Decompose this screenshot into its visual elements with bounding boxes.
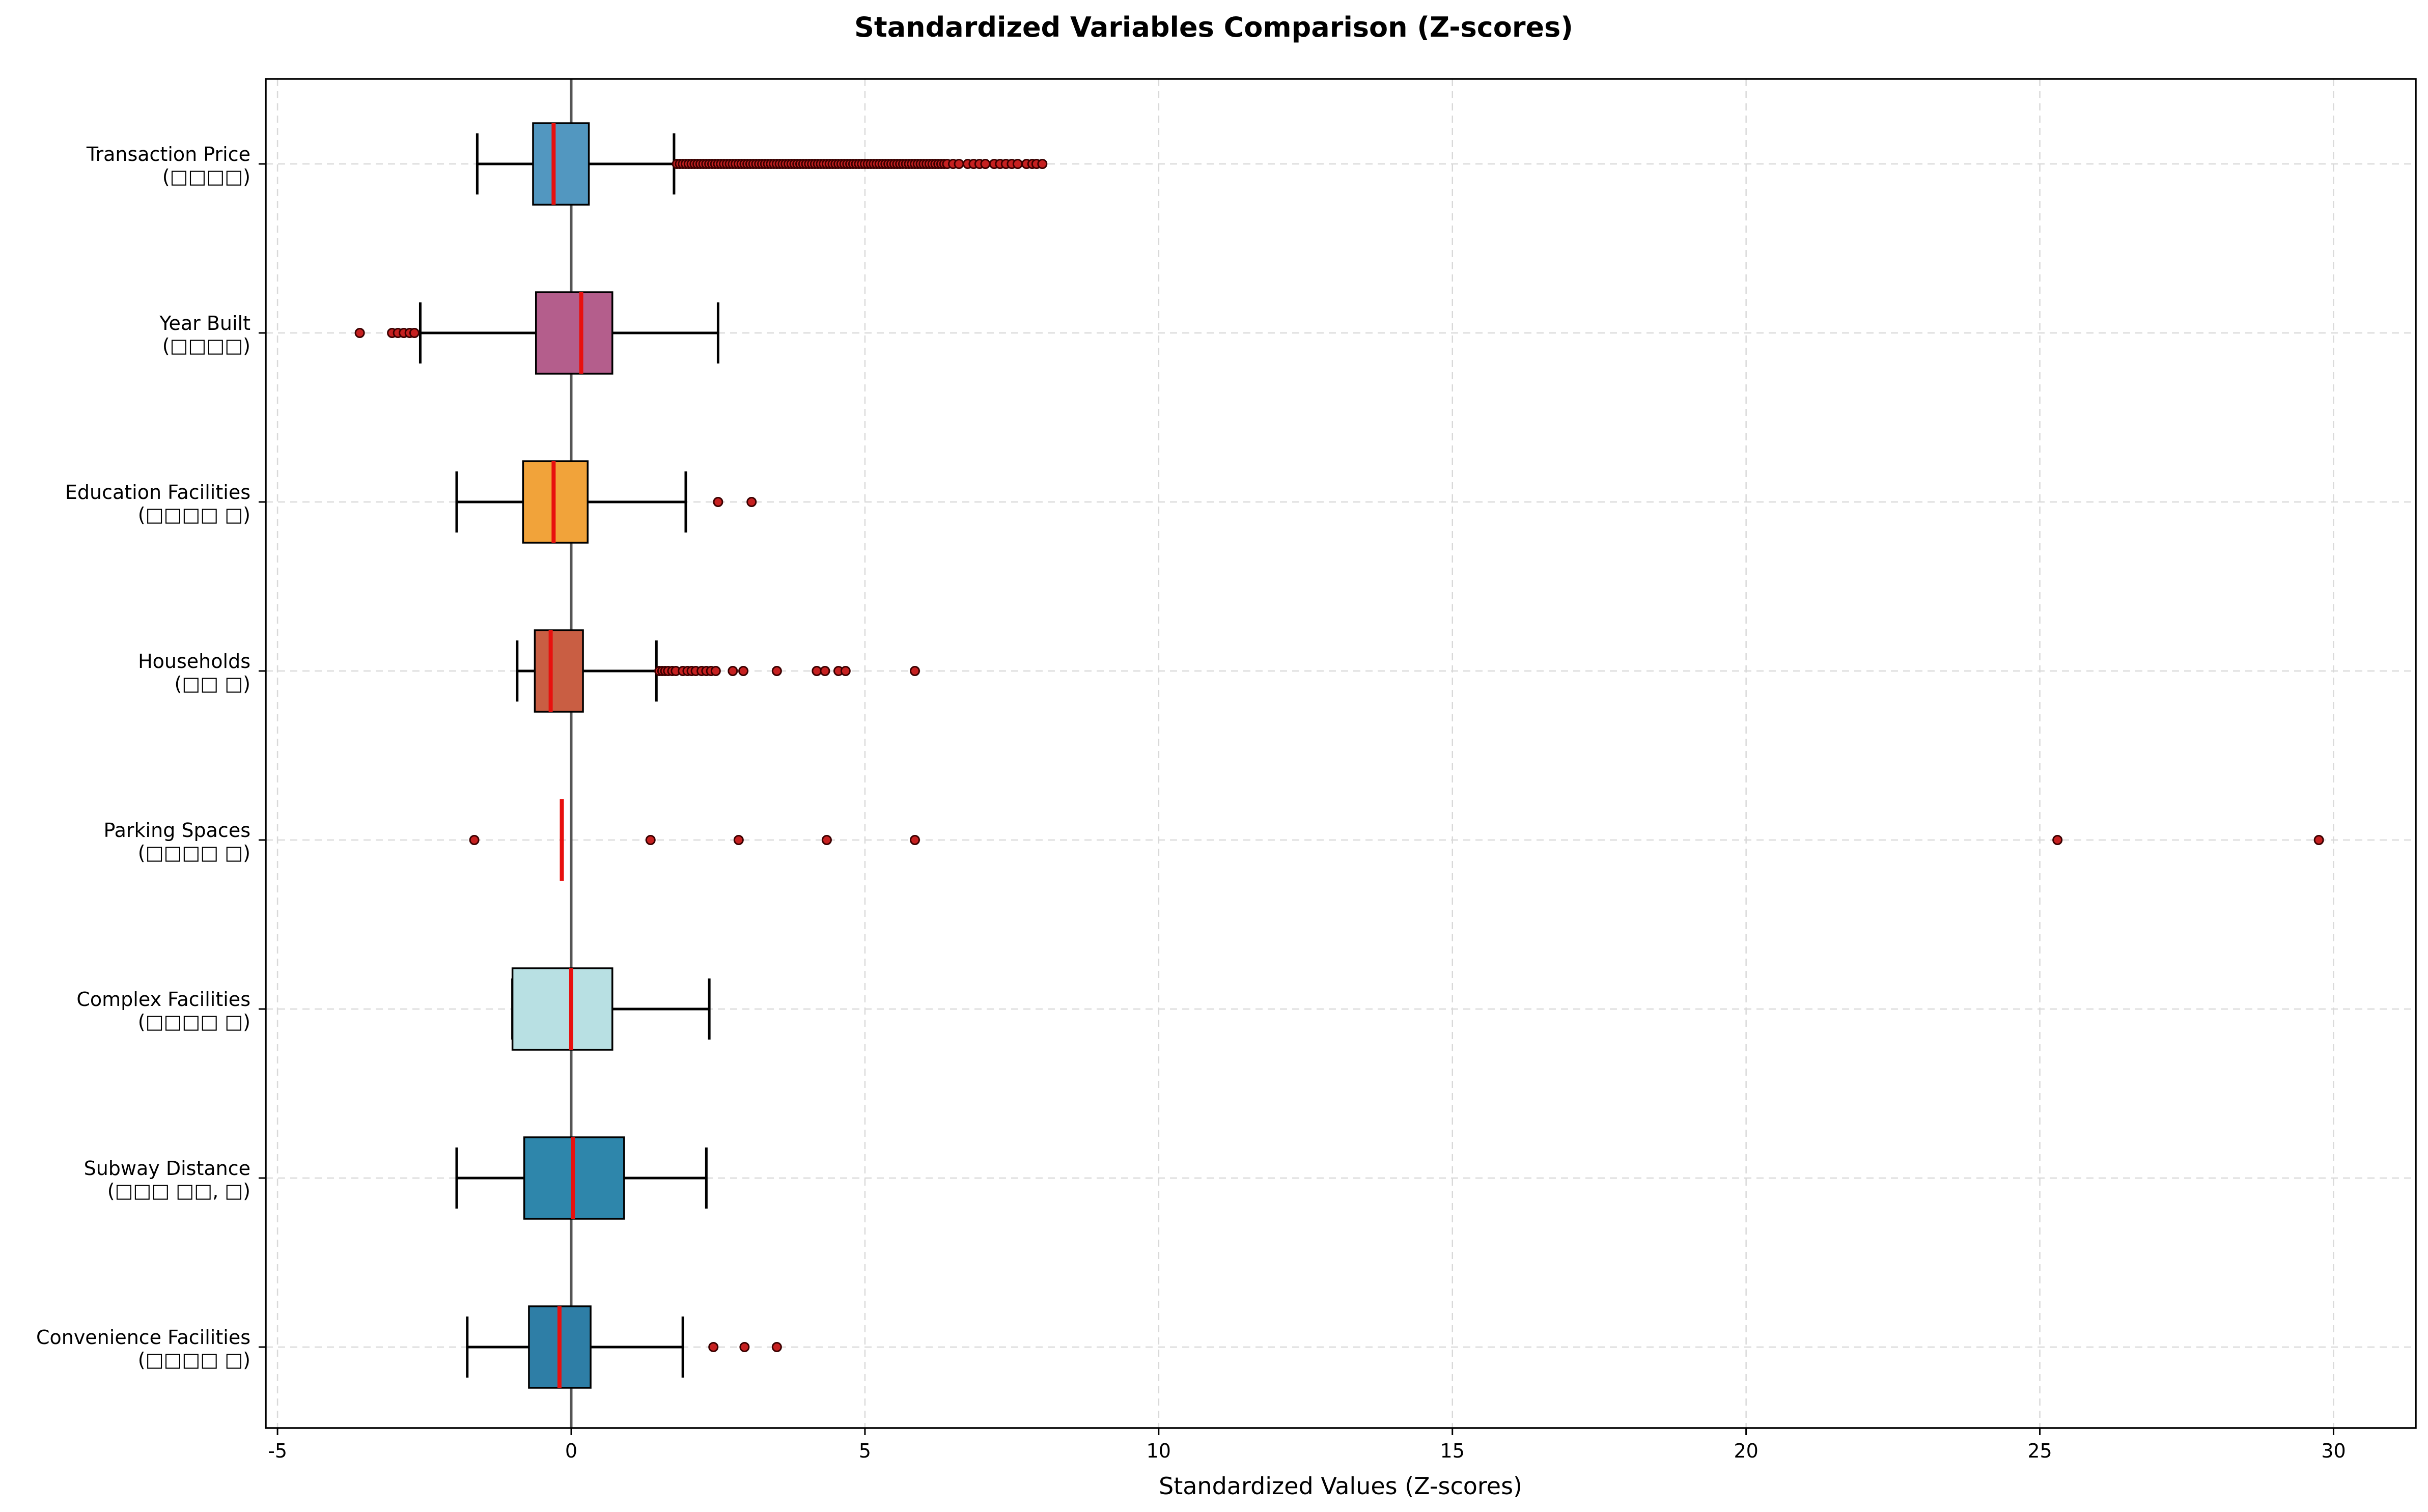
outlier-point (909, 666, 920, 676)
box-education-facilities (455, 460, 757, 544)
y-tick-sublabel: (□□□ □□, □) (107, 1180, 250, 1202)
box-transaction-price (476, 122, 1048, 206)
y-tick-sublabel: (□□□□ □) (138, 503, 250, 526)
x-tick-label: 15 (1440, 1440, 1465, 1462)
y-axis-ticks: Convenience Facilities(□□□□ □)Subway Dis… (36, 143, 266, 1371)
plot-frame (265, 78, 2417, 1429)
y-tick-sublabel: (□□ □) (175, 673, 250, 695)
outlier-point (354, 328, 365, 338)
outlier-point (1012, 159, 1023, 169)
x-tick-label: 0 (565, 1440, 577, 1462)
y-tick-sublabel: (□□□□ □) (138, 842, 250, 864)
iqr-box (532, 122, 590, 206)
box-subway-distance (455, 1136, 708, 1220)
x-tick-label: 10 (1147, 1440, 1171, 1462)
outlier-point (980, 159, 991, 169)
x-tick-label: 20 (1734, 1440, 1758, 1462)
y-tick-label: Year Built (159, 312, 250, 334)
outlier-point (771, 666, 782, 676)
outlier-point (728, 666, 738, 676)
outlier-point (2313, 835, 2324, 845)
box-parking-spaces (469, 799, 2324, 881)
outlier-point (954, 159, 964, 169)
x-tick-label: 25 (2027, 1440, 2052, 1462)
outlier-point (909, 835, 920, 845)
outlier-point (409, 328, 420, 338)
y-tick-label: Parking Spaces (103, 819, 250, 842)
box-complex-facilities (511, 967, 711, 1051)
x-tick-label: -5 (268, 1440, 287, 1462)
outlier-point (771, 1342, 782, 1352)
x-axis-ticks: -5 0 5 10 15 20 25 30 (268, 1428, 2346, 1462)
outlier-point (812, 666, 822, 676)
iqr-box (511, 967, 613, 1051)
outlier-point (645, 835, 656, 845)
outlier-point (739, 1342, 750, 1352)
y-tick-sublabel: (□□□□ □) (138, 1011, 250, 1033)
outlier-point (713, 497, 723, 507)
outlier-point (710, 666, 721, 676)
y-tick-label: Education Facilities (65, 481, 250, 503)
iqr-box (534, 629, 584, 713)
outlier-point (746, 497, 757, 507)
y-tick-sublabel: (□□□□ □) (138, 1349, 250, 1371)
box-convenience-facilities (466, 1305, 782, 1389)
outlier-point (821, 835, 832, 845)
outlier-point (469, 835, 480, 845)
x-axis-label: Standardized Values (Z-scores) (1159, 1472, 1522, 1500)
box-households (516, 629, 920, 713)
grid-lines (266, 79, 2416, 1428)
outlier-point (2052, 835, 2063, 845)
outlier-point (708, 1342, 719, 1352)
iqr-box (535, 291, 613, 375)
y-tick-label: Convenience Facilities (36, 1326, 250, 1349)
box-series (354, 122, 2324, 1389)
y-tick-label: Transaction Price (86, 143, 250, 165)
outlier-point (820, 666, 830, 676)
chart-title: Standardized Variables Comparison (Z-sco… (854, 11, 1573, 43)
y-tick-label: Households (138, 650, 250, 673)
outlier-point (733, 835, 744, 845)
x-tick-label: 30 (2321, 1440, 2346, 1462)
y-tick-sublabel: (□□□□) (162, 165, 250, 188)
outlier-point (1037, 159, 1048, 169)
box-year-built (354, 291, 719, 375)
outlier-point (840, 666, 851, 676)
y-tick-label: Subway Distance (84, 1157, 250, 1180)
x-tick-label: 5 (859, 1440, 871, 1462)
y-tick-sublabel: (□□□□) (162, 334, 250, 357)
outlier-point (738, 666, 749, 676)
y-tick-label: Complex Facilities (76, 988, 250, 1011)
